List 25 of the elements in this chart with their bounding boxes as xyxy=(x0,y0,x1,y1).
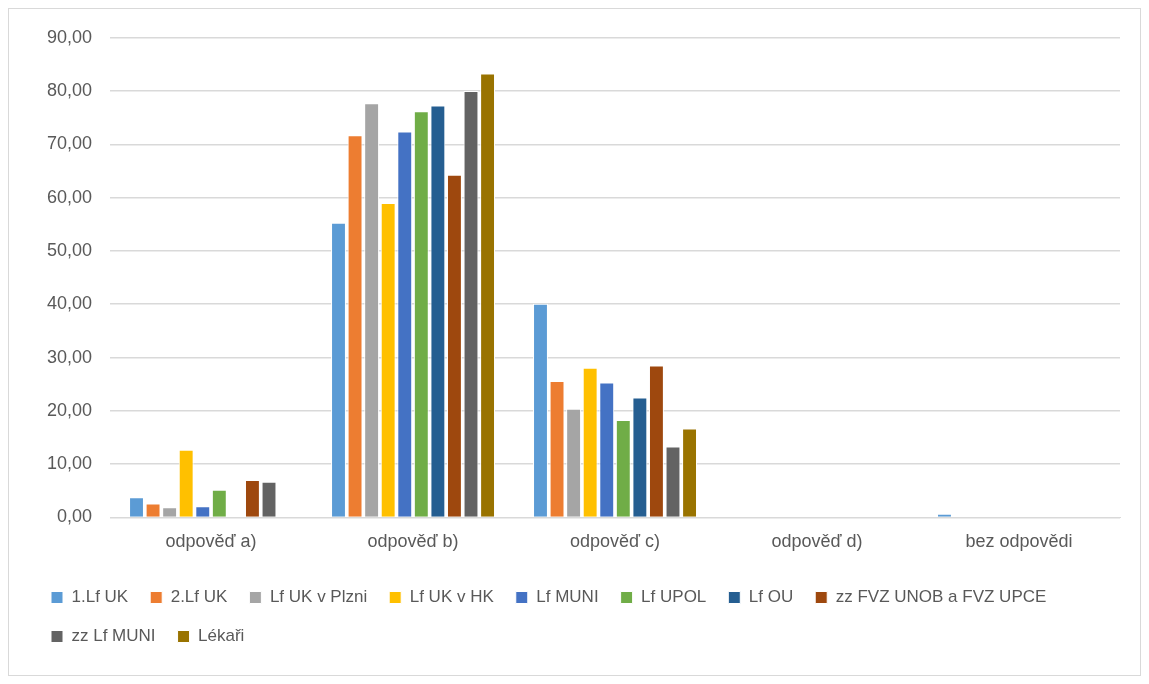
y-tick-label: 80,00 xyxy=(47,80,93,101)
x-tick-label: odpověď d) xyxy=(771,531,863,552)
legend-label: Lf UPOL xyxy=(641,587,707,607)
y-tick-label: 10,00 xyxy=(47,453,93,474)
x-tick-label: odpověď a) xyxy=(165,531,257,552)
legend-label: Lf MUNI xyxy=(536,587,599,607)
legend-label: zz Lf MUNI xyxy=(71,626,156,646)
legend-label: Lf UK v HK xyxy=(409,587,495,607)
y-tick-label: 60,00 xyxy=(47,186,93,207)
x-tick-label: bez odpovědi xyxy=(965,531,1073,552)
y-tick-label: 90,00 xyxy=(47,26,93,47)
legend-label: 2.Lf UK xyxy=(170,587,229,607)
y-tick-label: 40,00 xyxy=(47,293,93,314)
x-tick-label: odpověď c) xyxy=(569,531,661,552)
legend-label: Lf UK v Plzni xyxy=(269,587,368,607)
legend-label: Lf OU xyxy=(748,587,794,607)
x-tick-label: odpověď b) xyxy=(367,531,459,552)
legend-label: Lékaři xyxy=(198,626,245,646)
legend-label: 1.Lf UK xyxy=(71,587,129,607)
legend-label: zz FVZ UNOB a FVZ UPCE xyxy=(835,587,1047,607)
y-tick-label: 50,00 xyxy=(47,239,93,260)
y-tick-label: 30,00 xyxy=(47,346,93,367)
y-tick-label: 70,00 xyxy=(47,133,93,154)
y-tick-label: 20,00 xyxy=(47,399,93,420)
y-tick-label: 0,00 xyxy=(57,506,93,527)
